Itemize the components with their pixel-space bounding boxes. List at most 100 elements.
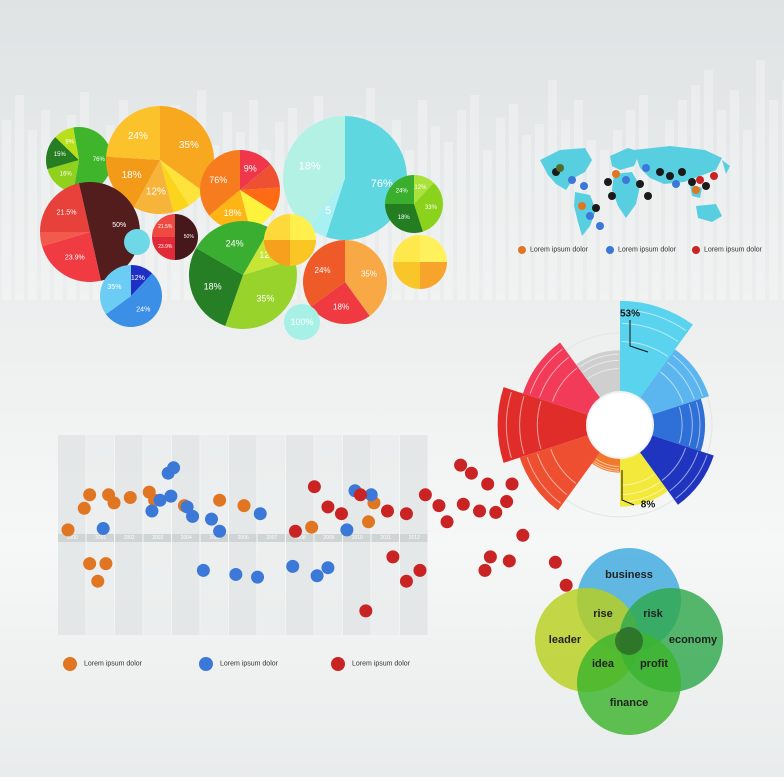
venn-label-leader: leader [549, 634, 582, 646]
map-marker [612, 170, 620, 178]
axis-year-label: 2006 [238, 535, 249, 541]
timeline-dot [440, 515, 454, 529]
pie-9 [264, 214, 316, 266]
pie-slice-label: 18% [122, 170, 142, 181]
axis-cell [58, 534, 86, 542]
pie-slice [420, 262, 447, 289]
pie-13 [124, 229, 150, 255]
pie-slice [40, 232, 90, 247]
background-bar [561, 120, 570, 300]
map-marker [688, 178, 696, 186]
callout-line-top [629, 320, 649, 353]
pie-slice-label: 21.5% [158, 224, 173, 230]
timeline-dot [288, 524, 302, 538]
pie-slice-label: 23.9% [65, 254, 85, 261]
pie-slice [393, 262, 420, 289]
timeline-dot [481, 477, 495, 491]
timeline-legend-swatch [63, 657, 77, 671]
timeline-dot [164, 489, 178, 503]
pie-slice [240, 150, 271, 190]
radial-band-line [667, 361, 695, 400]
axis-cell [86, 534, 114, 542]
pie-slice-label: 50% [184, 234, 195, 240]
pie-slice-label: 15% [54, 152, 67, 158]
world-map: Lorem ipsum dolor Lorem ipsum dolor Lorem … [518, 146, 763, 254]
axis-year-label: 2011 [380, 535, 391, 541]
callout-53: 53% [620, 309, 640, 320]
continent [722, 160, 730, 174]
background-bar [756, 60, 765, 300]
timeline-dot [334, 507, 348, 521]
timeline-dot [61, 523, 75, 537]
pie-slice-label: 24% [136, 306, 150, 313]
pie-slice-label: 33% [425, 205, 438, 211]
timeline-dot [321, 561, 335, 575]
map-legend-swatch [518, 246, 526, 254]
timeline-axis: 2000 2001 2002 2003 2004 2005 2006 2007 2008 2009… [58, 534, 428, 542]
axis-year-label: 2005 [209, 535, 220, 541]
continent [696, 204, 722, 222]
radial-band-line [621, 473, 655, 486]
map-marker [580, 182, 588, 190]
axis-cell [400, 534, 428, 542]
radial-band-line [550, 448, 577, 484]
pie-slice [160, 160, 189, 213]
pie-slice [188, 248, 243, 326]
map-marker [592, 204, 600, 212]
pie-slice-label: 12% [131, 275, 145, 282]
radial-band-line [505, 391, 512, 459]
background-bar [535, 124, 544, 300]
timeline-dot [516, 528, 530, 542]
pie-slice [160, 106, 214, 192]
axis-cell [143, 534, 171, 542]
timeline-dot [353, 488, 367, 502]
map-marker [608, 192, 616, 200]
timeline-dot [77, 501, 91, 515]
timeline-dot [359, 604, 373, 618]
pie-slice-label: 18% [299, 161, 321, 173]
background-bar [613, 130, 622, 300]
timeline-dot [418, 488, 432, 502]
radial-band-line [519, 395, 525, 455]
pie-slice [290, 240, 316, 266]
timeline-dot [253, 507, 267, 521]
timeline-dot [559, 578, 573, 592]
timeline-dot [167, 461, 181, 475]
pie-slice-label: 12% [146, 187, 166, 198]
map-markers [552, 164, 718, 230]
background-bar [457, 110, 466, 300]
pie-slice [393, 235, 420, 262]
axis-cell [172, 534, 200, 542]
timeline-dot [96, 522, 110, 536]
timeline-legend-label: Lorem ipsum dolor [352, 661, 411, 668]
background-bar [522, 135, 531, 300]
map-legend-swatch [606, 246, 614, 254]
continent [540, 148, 592, 190]
map-marker [710, 172, 718, 180]
map-legend-label: Lorem ipsum dolor [704, 247, 763, 254]
map-marker [556, 164, 564, 172]
axis-cell [115, 534, 143, 542]
pie-slice [420, 235, 447, 262]
pie-slice-label: 12% [259, 250, 277, 260]
axis-cell [371, 534, 399, 542]
timeline-dot [321, 500, 335, 514]
timeline-dot [478, 563, 492, 577]
background-bar [2, 120, 11, 300]
pie-slice-label: 12% [414, 185, 427, 191]
map-marker [644, 192, 652, 200]
background-bar [730, 90, 739, 300]
map-legend-swatch [692, 246, 700, 254]
pie-slice [175, 214, 198, 260]
pie-slice [240, 187, 281, 212]
pie-slice [55, 127, 79, 160]
timeline-dot [213, 493, 227, 507]
timeline-dot [186, 509, 200, 523]
pie-slice-label: 35% [256, 293, 274, 303]
timeline-dot [500, 495, 514, 509]
pie-slice-label: 100% [290, 317, 313, 327]
venn-label-business: business [605, 569, 653, 581]
timeline-dot [386, 550, 400, 564]
background-bar [496, 118, 505, 300]
callout-line-bottom [621, 470, 635, 506]
